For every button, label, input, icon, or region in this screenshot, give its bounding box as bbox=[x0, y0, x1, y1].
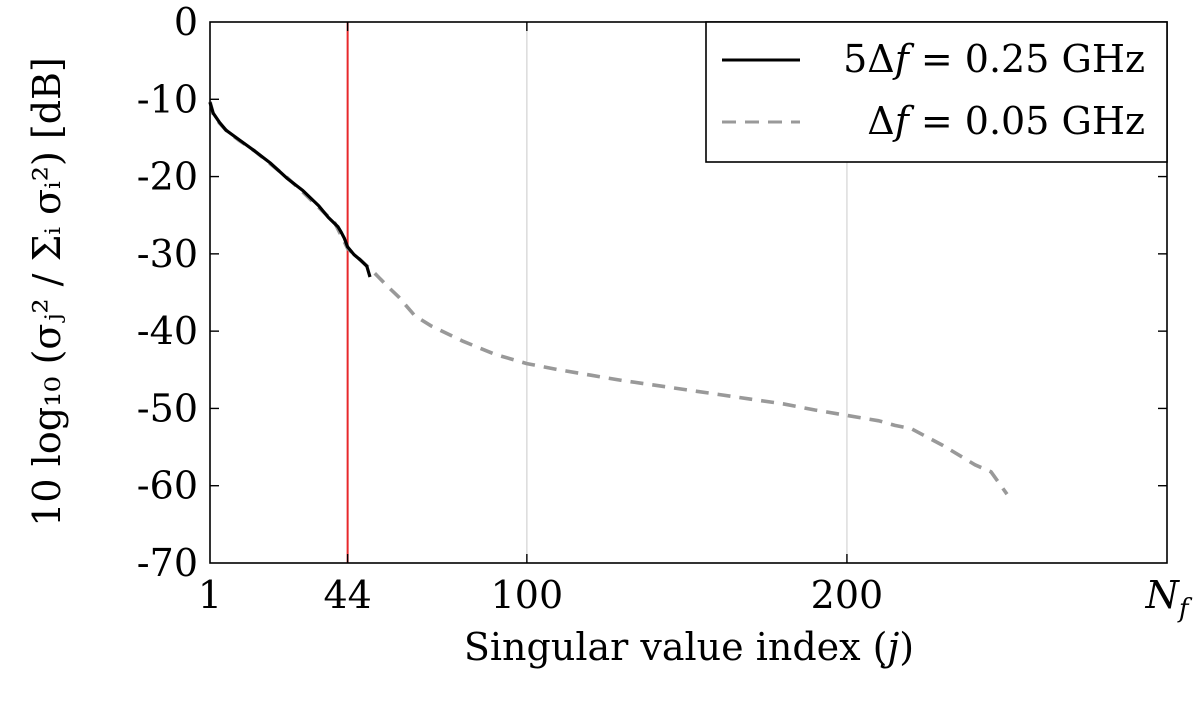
legend-label-series-1: 5Δf = 0.25 GHz bbox=[843, 37, 1145, 81]
series-line-1 bbox=[208, 101, 372, 278]
y-tick-labels: 0 -10 -20 -30 -40 -50 -60 -70 bbox=[137, 0, 198, 585]
x-axis-label: Singular value index (j) bbox=[464, 625, 914, 669]
y-tick-label: 0 bbox=[174, 0, 198, 44]
y-tick-label: -30 bbox=[137, 232, 198, 276]
y-axis-label: 10 log₁₀ (σⱼ² / Σᵢ σᵢ²) [dB] bbox=[25, 57, 69, 527]
legend: 5Δf = 0.25 GHz Δf = 0.05 GHz bbox=[705, 21, 1168, 163]
y-tick-label: -40 bbox=[137, 309, 198, 353]
plot-frame bbox=[209, 21, 1168, 564]
x-tick-labels: 1 44 100 200 Nf bbox=[198, 573, 1193, 624]
y-tick-label: -50 bbox=[137, 386, 198, 430]
x-tick-label: Nf bbox=[1145, 573, 1193, 624]
x-tick-label: 44 bbox=[323, 573, 371, 617]
y-tick-label: -20 bbox=[137, 155, 198, 199]
y-tick-label: -70 bbox=[137, 541, 198, 585]
x-tick-label: 1 bbox=[198, 573, 222, 617]
y-tick-label: -60 bbox=[137, 464, 198, 508]
x-tick-label: 200 bbox=[811, 573, 884, 617]
ticks-layer bbox=[210, 22, 1167, 563]
series-layer bbox=[208, 101, 1009, 496]
legend-label-series-2: Δf = 0.05 GHz bbox=[867, 99, 1145, 143]
x-tick-label: 100 bbox=[491, 573, 564, 617]
legend-box bbox=[705, 21, 1168, 163]
y-tick-label: -10 bbox=[137, 77, 198, 121]
